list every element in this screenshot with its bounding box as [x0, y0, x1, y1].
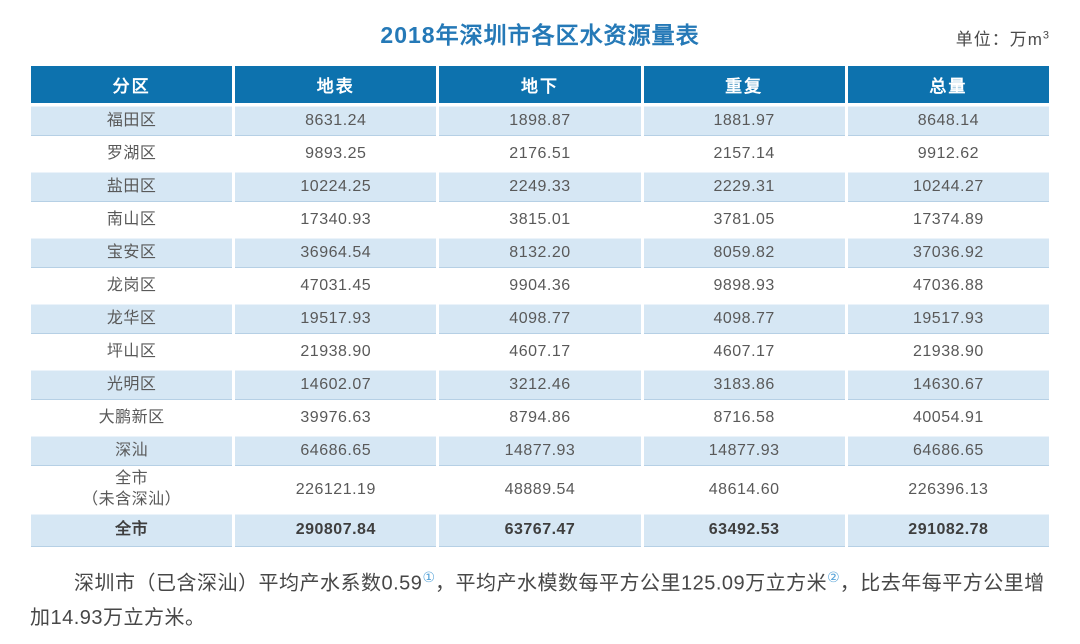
row-value: 19517.93	[847, 304, 1049, 334]
row-value: 14877.93	[439, 436, 641, 466]
row-value: 39976.63	[235, 403, 437, 433]
table-row: 光明区 14602.07 3212.46 3183.86 14630.67	[31, 370, 1049, 400]
row-value: 4098.77	[439, 304, 641, 334]
row-label: 大鹏新区	[31, 403, 233, 433]
footnote: 深圳市（已含深汕）平均产水系数0.59①，平均产水模数每平方公里125.09万立…	[30, 565, 1050, 635]
row-value: 10224.25	[235, 172, 437, 202]
row-value: 64686.65	[847, 436, 1049, 466]
row-value: 2157.14	[643, 139, 845, 169]
row-value: 48889.54	[439, 469, 641, 511]
row-label: 全市 （未含深汕）	[31, 469, 233, 511]
row-value: 3183.86	[643, 370, 845, 400]
row-value: 21938.90	[847, 337, 1049, 367]
table-row: 深汕 64686.65 14877.93 14877.93 64686.65	[31, 436, 1049, 466]
table-row: 南山区 17340.93 3815.01 3781.05 17374.89	[31, 205, 1049, 235]
row-value: 40054.91	[847, 403, 1049, 433]
row-value: 290807.84	[235, 513, 437, 547]
row-value: 8794.86	[439, 403, 641, 433]
table-row: 大鹏新区 39976.63 8794.86 8716.58 40054.91	[31, 403, 1049, 433]
row-label: 龙华区	[31, 304, 233, 334]
row-label: 南山区	[31, 205, 233, 235]
table-row: 龙华区 19517.93 4098.77 4098.77 19517.93	[31, 304, 1049, 334]
row-value: 47031.45	[235, 271, 437, 301]
table-row: 罗湖区 9893.25 2176.51 2157.14 9912.62	[31, 139, 1049, 169]
row-value: 4098.77	[643, 304, 845, 334]
water-resources-table: 分区 地表 地下 重复 总量 福田区 8631.24 1898.87 1881.…	[28, 63, 1052, 550]
row-value: 63767.47	[439, 513, 641, 547]
row-value: 9904.36	[439, 271, 641, 301]
footnote-part3: ，比去年每平方公里增加14.93万立方米。	[30, 572, 1045, 629]
row-value: 14602.07	[235, 370, 437, 400]
row-label: 盐田区	[31, 172, 233, 202]
row-label: 坪山区	[31, 337, 233, 367]
row-value: 21938.90	[235, 337, 437, 367]
footnote-marker-1: ①	[422, 568, 435, 585]
header-row: 分区 地表 地下 重复 总量	[31, 66, 1049, 103]
row-value: 47036.88	[847, 271, 1049, 301]
footnote-marker-2: ②	[827, 568, 840, 585]
row-value: 8631.24	[235, 106, 437, 136]
row-value: 63492.53	[643, 513, 845, 547]
row-value: 2249.33	[439, 172, 641, 202]
table-row: 坪山区 21938.90 4607.17 4607.17 21938.90	[31, 337, 1049, 367]
row-value: 3212.46	[439, 370, 641, 400]
row-value: 14630.67	[847, 370, 1049, 400]
row-label: 宝安区	[31, 238, 233, 268]
row-value: 48614.60	[643, 469, 845, 511]
row-value: 1898.87	[439, 106, 641, 136]
table-row: 龙岗区 47031.45 9904.36 9898.93 47036.88	[31, 271, 1049, 301]
footnote-part1: 深圳市（已含深汕）平均产水系数0.59	[74, 572, 423, 595]
row-value: 8648.14	[847, 106, 1049, 136]
table-row: 福田区 8631.24 1898.87 1881.97 8648.14	[31, 106, 1049, 136]
unit-label: 单位：万m3	[956, 25, 1050, 50]
col-header-district: 分区	[31, 66, 233, 103]
col-header-total: 总量	[847, 66, 1049, 103]
table-row: 全市 290807.84 63767.47 63492.53 291082.78	[31, 513, 1049, 547]
row-value: 2229.31	[643, 172, 845, 202]
row-value: 37036.92	[847, 238, 1049, 268]
table-row: 盐田区 10224.25 2249.33 2229.31 10244.27	[31, 172, 1049, 202]
table-row: 全市 （未含深汕） 226121.19 48889.54 48614.60 22…	[31, 469, 1049, 511]
row-value: 2176.51	[439, 139, 641, 169]
row-value: 8059.82	[643, 238, 845, 268]
row-value: 4607.17	[643, 337, 845, 367]
footnote-part2: ，平均产水模数每平方公里125.09万立方米	[435, 572, 828, 595]
row-value: 19517.93	[235, 304, 437, 334]
row-value: 10244.27	[847, 172, 1049, 202]
row-value: 3781.05	[643, 205, 845, 235]
row-value: 8132.20	[439, 238, 641, 268]
col-header-surface: 地表	[235, 66, 437, 103]
row-value: 14877.93	[643, 436, 845, 466]
row-label: 龙岗区	[31, 271, 233, 301]
row-label: 罗湖区	[31, 139, 233, 169]
row-value: 17340.93	[235, 205, 437, 235]
row-value: 8716.58	[643, 403, 845, 433]
row-value: 36964.54	[235, 238, 437, 268]
row-label: 光明区	[31, 370, 233, 400]
row-label: 全市	[31, 513, 233, 547]
table-head: 分区 地表 地下 重复 总量	[31, 66, 1049, 103]
row-value: 3815.01	[439, 205, 641, 235]
row-value: 9912.62	[847, 139, 1049, 169]
unit-text: 单位：万m	[955, 30, 1043, 49]
row-value: 291082.78	[847, 513, 1049, 547]
row-value: 226121.19	[235, 469, 437, 511]
row-value: 17374.89	[847, 205, 1049, 235]
col-header-underground: 地下	[439, 66, 641, 103]
row-value: 9893.25	[235, 139, 437, 169]
table-row: 宝安区 36964.54 8132.20 8059.82 37036.92	[31, 238, 1049, 268]
row-value: 9898.93	[643, 271, 845, 301]
row-value: 4607.17	[439, 337, 641, 367]
page-title: 2018年深圳市各区水资源量表	[380, 22, 700, 48]
table-body: 福田区 8631.24 1898.87 1881.97 8648.14 罗湖区 …	[31, 106, 1049, 547]
row-label: 福田区	[31, 106, 233, 136]
row-value: 226396.13	[847, 469, 1049, 511]
row-value: 64686.65	[235, 436, 437, 466]
row-label: 深汕	[31, 436, 233, 466]
row-value: 1881.97	[643, 106, 845, 136]
col-header-duplicate: 重复	[643, 66, 845, 103]
unit-superscript: 3	[1042, 29, 1050, 42]
